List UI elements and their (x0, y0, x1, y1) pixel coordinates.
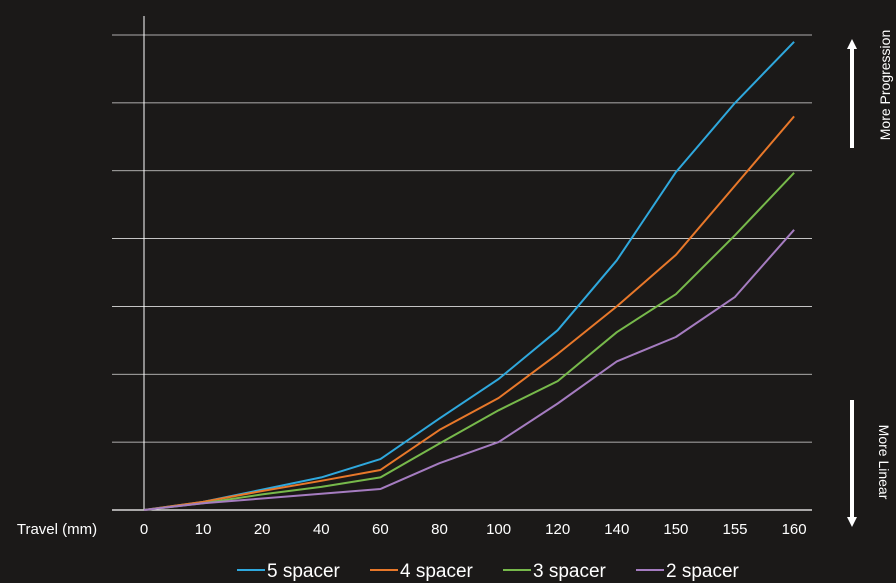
series-line-3-spacer (143, 172, 795, 511)
legend-label: 5 spacer (267, 561, 341, 582)
x-tick-label: 100 (486, 521, 511, 538)
x-tick-label: 150 (663, 521, 688, 538)
x-tick-label: 10 (195, 521, 212, 538)
x-tick-label: 80 (431, 521, 448, 538)
x-tick-label: 140 (604, 521, 629, 538)
x-tick-label: 120 (545, 521, 570, 538)
more-progression-label: More Progression (877, 30, 893, 141)
series-lines (143, 41, 795, 511)
series-line-4-spacer (143, 115, 795, 511)
legend: 5 spacer 4 spacer 3 spacer 2 spacer (237, 561, 740, 582)
legend-label: 3 spacer (533, 561, 607, 582)
series-line-5-spacer (143, 41, 795, 511)
x-tick-label: 40 (313, 521, 330, 538)
more-linear-label: More Linear (876, 425, 892, 500)
series-line-2-spacer (143, 229, 795, 511)
legend-label: 2 spacer (666, 561, 740, 582)
x-tick-labels: 0 10 20 40 60 80 100 120 140 150 155 160 (140, 521, 807, 538)
x-tick-label: 160 (782, 521, 807, 538)
x-axis-label: Travel (mm) (17, 521, 97, 538)
x-tick-label: 20 (254, 521, 271, 538)
x-tick-label: 0 (140, 521, 148, 538)
x-tick-label: 155 (722, 521, 747, 538)
gridlines (112, 34, 812, 511)
x-tick-label: 60 (372, 521, 389, 538)
legend-label: 4 spacer (400, 561, 474, 582)
